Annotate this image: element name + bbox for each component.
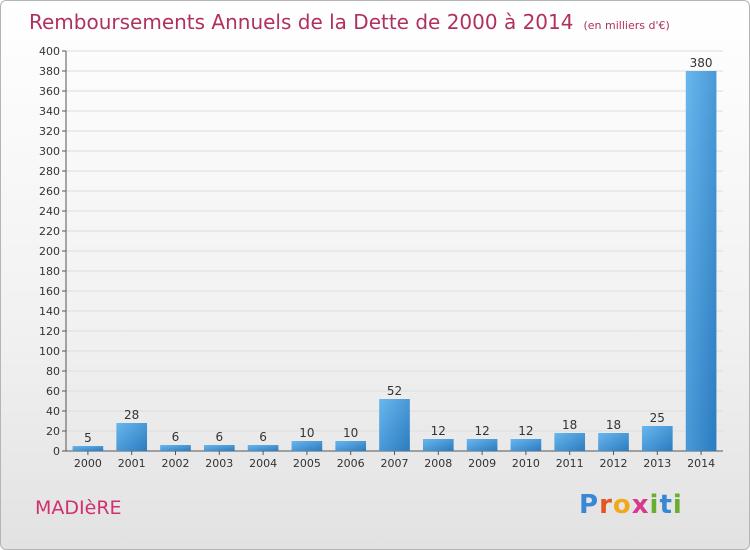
bar-2010	[510, 439, 542, 451]
data-label-2014: 380	[690, 56, 713, 70]
x-tick-label-2004: 2004	[249, 457, 277, 470]
logo-letter: i	[649, 490, 660, 520]
logo-letter: i	[672, 490, 683, 520]
data-label-2003: 6	[215, 430, 223, 444]
y-tick-label: 300	[39, 145, 60, 158]
y-tick-label: 360	[39, 85, 60, 98]
bar-2000	[72, 446, 104, 451]
data-label-2004: 6	[259, 430, 267, 444]
y-tick-label: 340	[39, 105, 60, 118]
proxiti-logo: Proxiti	[579, 490, 683, 520]
y-tick-label: 0	[53, 445, 60, 458]
axes: 0 20 40 60 80 100 120 140 160 180 200 220 240 260 280 3…	[39, 45, 723, 470]
y-tick-label: 120	[39, 325, 60, 338]
data-label-2013: 25	[650, 411, 665, 425]
bar-2014	[685, 71, 717, 451]
bar-2007	[379, 399, 410, 451]
bars: 5 28 6 6 6 10 10 52 12 12 12 18 18 25 380	[72, 56, 717, 451]
y-tick-label: 100	[39, 345, 60, 358]
x-tick-label-2009: 2009	[468, 457, 496, 470]
logo-letter: o	[612, 490, 632, 520]
bar-2001	[116, 423, 148, 451]
x-tick-label-2008: 2008	[424, 457, 452, 470]
y-tick-label: 180	[39, 265, 60, 278]
data-label-2001: 28	[124, 408, 139, 422]
y-tick-label: 140	[39, 305, 60, 318]
bar-2008	[422, 439, 454, 451]
x-tick-label-2014: 2014	[687, 457, 715, 470]
y-tick-label: 80	[46, 365, 60, 378]
y-tick-label: 400	[39, 45, 60, 58]
y-tick-label: 240	[39, 205, 60, 218]
bar-2011	[554, 433, 586, 451]
y-tick-label: 380	[39, 65, 60, 78]
commune-name: MADIèRE	[35, 497, 122, 519]
logo-letter: t	[659, 490, 673, 520]
logo-letter: x	[631, 490, 650, 520]
data-label-2010: 12	[518, 424, 533, 438]
title-unit: (en milliers d'€)	[583, 19, 670, 32]
y-tick-label: 260	[39, 185, 60, 198]
x-tick-label-2006: 2006	[337, 457, 365, 470]
x-tick-label-2011: 2011	[556, 457, 584, 470]
data-label-2005: 10	[299, 426, 314, 440]
x-tick-label-2001: 2001	[118, 457, 146, 470]
bar-2009	[466, 439, 498, 451]
x-tick-label-2012: 2012	[600, 457, 628, 470]
x-tick-label-2003: 2003	[205, 457, 233, 470]
title-text: Remboursements Annuels de la Dette de 20…	[29, 10, 574, 34]
logo-letter: r	[599, 490, 613, 520]
x-tick-label-2013: 2013	[643, 457, 671, 470]
x-tick-label-2002: 2002	[162, 457, 190, 470]
y-tick-label: 320	[39, 125, 60, 138]
data-label-2006: 10	[343, 426, 358, 440]
y-tick-label: 160	[39, 285, 60, 298]
bar-2004	[247, 445, 279, 451]
x-tick-label-2007: 2007	[381, 457, 409, 470]
y-tick-label: 20	[46, 425, 60, 438]
y-tick-label: 200	[39, 245, 60, 258]
logo-letter: P	[579, 490, 600, 520]
bar-2013	[641, 426, 673, 451]
chart-title: Remboursements Annuels de la Dette de 20…	[29, 10, 670, 34]
data-label-2008: 12	[431, 424, 446, 438]
bar-2012	[598, 433, 629, 451]
data-label-2009: 12	[474, 424, 489, 438]
bar-2006	[335, 441, 367, 451]
y-tick-label: 60	[46, 385, 60, 398]
data-label-2007: 52	[387, 384, 402, 398]
data-label-2011: 18	[562, 418, 577, 432]
y-tick-label: 220	[39, 225, 60, 238]
x-tick-label-2010: 2010	[512, 457, 540, 470]
y-tick-label: 280	[39, 165, 60, 178]
data-label-2002: 6	[172, 430, 180, 444]
y-tick-label: 40	[46, 405, 60, 418]
x-tick-label-2005: 2005	[293, 457, 321, 470]
bar-2005	[291, 441, 323, 451]
data-label-2012: 18	[606, 418, 621, 432]
bar-2002	[160, 445, 191, 451]
bar-chart: 0 20 40 60 80 100 120 140 160 180 200 220 240 260 280 3…	[39, 45, 723, 470]
x-tick-label-2000: 2000	[74, 457, 102, 470]
data-label-2000: 5	[84, 431, 92, 445]
bar-2003	[203, 445, 235, 451]
